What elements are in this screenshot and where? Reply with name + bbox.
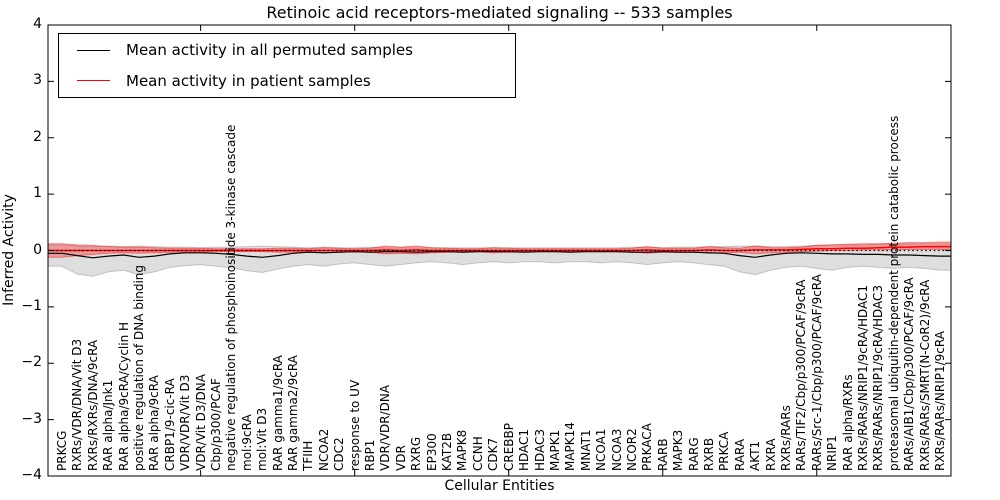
x-category-label: HDAC1 xyxy=(517,428,532,471)
x-category-label: RARs/TIF2/Cbp/p300/PCAF/9cRA xyxy=(794,279,809,471)
x-category-label: RXRs/RARs xyxy=(778,405,793,471)
x-category-label: NCOA2 xyxy=(316,428,331,471)
x-category-label: CREBBP xyxy=(501,423,516,471)
y-tick-label: −4 xyxy=(21,467,42,483)
x-category-label: MAPK8 xyxy=(455,429,470,471)
x-category-label: mol:9cRA xyxy=(239,414,254,471)
x-category-label: RARA xyxy=(732,438,747,471)
x-category-label: RXRs/RXRs/DNA/9cRA xyxy=(85,339,100,471)
x-category-label: MAPK1 xyxy=(547,429,562,471)
x-category-label: VDR/VDR/DNA xyxy=(378,384,393,471)
x-category-label: positive regulation of DNA binding xyxy=(132,265,147,471)
x-category-label: RXRG xyxy=(409,436,424,471)
x-category-label: RARB xyxy=(655,438,670,471)
x-category-label: RAR alpha/Jnk1 xyxy=(101,379,116,471)
x-category-label: PRKACA xyxy=(640,423,655,471)
y-tick-label: −2 xyxy=(21,354,42,371)
chart-title: Retinoic acid receptors-mediated signali… xyxy=(266,3,733,22)
x-category-label: PRKCA xyxy=(717,431,732,471)
x-category-label: VDR/VDR/Vit D3 xyxy=(178,374,193,471)
x-category-label: RAR alpha/9cRA/Cyclin H xyxy=(116,321,131,471)
x-category-label: EP300 xyxy=(424,433,439,471)
x-category-label: RAR gamma1/9cRA xyxy=(270,355,285,471)
y-tick-label: 3 xyxy=(33,72,42,89)
x-category-label: RARs/AIB1/Cbp/p300/PCAF/9cRA xyxy=(902,277,917,471)
x-category-label: RARG xyxy=(686,437,701,471)
x-category-label: RAR gamma2/9cRA xyxy=(286,355,301,471)
x-category-label: RXRs/RARs/NRIP1/9cRA/HDAC3 xyxy=(871,284,886,471)
legend: Mean activity in all permuted samples Me… xyxy=(58,33,516,98)
x-category-label: RXRA xyxy=(763,438,778,471)
patient-line-swatch xyxy=(77,80,110,82)
x-category-label: VDR/Vit D3/DNA xyxy=(193,374,208,471)
x-category-label: VDR xyxy=(393,445,408,471)
x-category-label: RBP1 xyxy=(363,439,378,471)
y-tick-label: −1 xyxy=(21,297,42,314)
x-category-label: MAPK14 xyxy=(563,422,578,471)
x-category-label: RXRs/RARs/SMRT(N-CoR2)/9cRA xyxy=(917,279,932,471)
y-tick-label: 0 xyxy=(33,241,42,258)
x-category-label: CDK7 xyxy=(486,437,501,471)
y-tick-label: 4 xyxy=(33,16,42,32)
x-category-label: proteasomal ubiquitin-dependent protein … xyxy=(886,115,901,471)
x-category-label: RAR alpha/9cRA xyxy=(147,375,162,471)
legend-label-patient: Mean activity in patient samples xyxy=(126,71,371,90)
x-category-label: CCNH xyxy=(470,436,485,471)
x-category-label: Cbp/p300/PCAF xyxy=(209,378,224,471)
permuted-mean-line xyxy=(48,250,951,259)
x-category-label: NCOR2 xyxy=(624,428,639,471)
x-category-label: negative regulation of phosphoinositide … xyxy=(224,124,239,471)
x-category-label: RXRs/RARs/NRIP1/9cRA xyxy=(933,331,947,471)
legend-row: Mean activity in all permuted samples xyxy=(59,36,515,65)
legend-label-permuted: Mean activity in all permuted samples xyxy=(126,41,413,60)
x-category-label: response to UV xyxy=(347,379,362,471)
x-category-label: KAT2B xyxy=(440,432,455,471)
x-axis-label: Cellular Entities xyxy=(444,478,555,494)
x-category-label: RAR alpha/RXRs xyxy=(840,374,855,471)
x-category-label: PRKCG xyxy=(55,430,69,471)
x-category-label: MNAT1 xyxy=(578,429,593,471)
y-tick-label: −3 xyxy=(21,410,42,427)
y-tick-label: 1 xyxy=(33,185,42,202)
x-category-label: RXRB xyxy=(701,437,716,471)
x-category-label: CRBP1/9-cic-RA xyxy=(162,378,177,471)
x-category-label: HDAC3 xyxy=(532,428,547,471)
x-category-label: NCOA1 xyxy=(594,428,609,471)
legend-row: Mean activity in patient samples xyxy=(59,66,515,95)
x-category-label: mol:Vit D3 xyxy=(255,407,270,471)
x-category-label: TFIIH xyxy=(301,440,316,471)
x-category-label: MAPK3 xyxy=(671,429,686,471)
x-category-label: RXRs/VDR/DNA/Vit D3 xyxy=(70,338,85,471)
x-category-label: RXRs/RARs/NRIP1/9cRA/HDAC1 xyxy=(855,284,870,471)
x-category-label: CDC2 xyxy=(332,437,347,471)
x-category-label: NRIP1 xyxy=(825,435,840,471)
x-category-label: AKT1 xyxy=(748,440,763,471)
x-category-label: RARs/Src-1/Cbp/p300/PCAF/9cRA xyxy=(809,274,824,471)
y-tick-label: 2 xyxy=(33,128,42,145)
x-category-label: NCOA3 xyxy=(609,428,624,471)
permuted-line-swatch xyxy=(77,49,110,51)
